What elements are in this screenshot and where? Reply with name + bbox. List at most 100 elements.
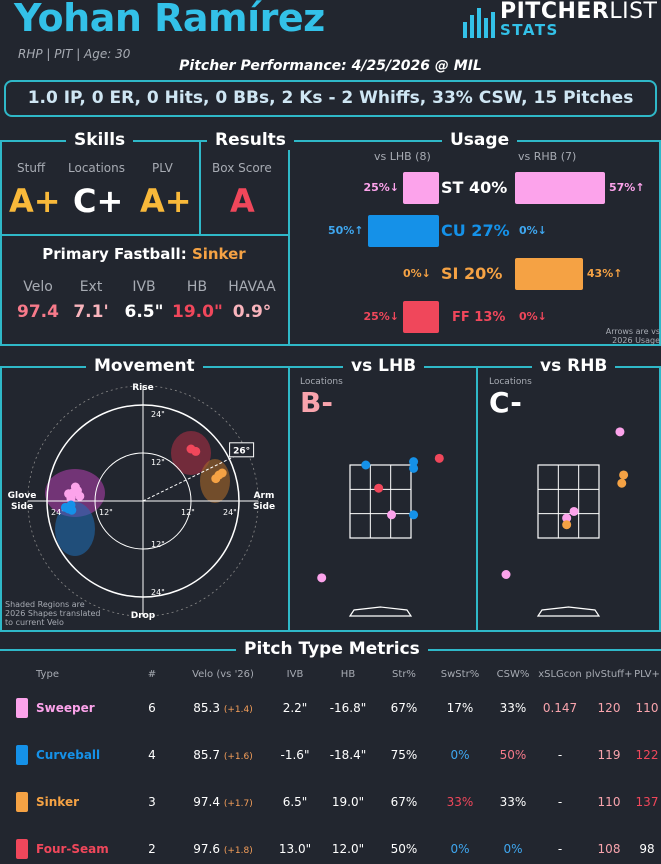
- table-row: Four-Seam 2 97.6 (+1.8) 13.0" 12.0" 50% 0% 0% - 1…: [0, 825, 661, 864]
- stuff-label: Stuff: [17, 161, 46, 175]
- location-point-sweeper: [387, 510, 397, 520]
- usage-pitch-label: FF 13%: [452, 310, 506, 325]
- hb-cell: 19.0": [331, 794, 365, 809]
- velo-cell: 97.4 (+1.7): [193, 794, 253, 809]
- pitch-metrics-table: Type # Velo (vs '26) IVB HB Str% SwStr% CSW% xSL…: [0, 664, 661, 864]
- pitch-name: Four-Seam: [36, 841, 109, 856]
- drop-label: Drop: [131, 611, 156, 621]
- logo-subtitle: STATS: [500, 21, 559, 39]
- movement-point-sinker: [211, 474, 221, 484]
- box-score-grade: A: [230, 182, 255, 220]
- curveball-region: [55, 502, 95, 556]
- table-row: Sinker 3 97.4 (+1.7) 6.5" 19.0" 67% 33% 33% - 110…: [0, 778, 661, 825]
- column-header: CSW%: [496, 668, 530, 680]
- column-header: PLV+: [634, 668, 660, 680]
- arm-angle-line: [142, 456, 234, 502]
- usage-lhb-value: 0%↓: [403, 267, 431, 280]
- divider: [476, 366, 478, 631]
- swstr-cell: 0%: [450, 841, 470, 856]
- ivb-cell: 13.0": [278, 841, 312, 856]
- column-header: HB: [340, 668, 356, 680]
- pitch-count: 3: [148, 794, 156, 809]
- swstr-cell: 17%: [446, 700, 474, 715]
- divider: [0, 140, 661, 142]
- home-plate: [536, 606, 601, 617]
- movement-title: Movement: [86, 356, 203, 376]
- column-header: plvStuff+: [585, 668, 633, 680]
- column-header: Type: [36, 668, 59, 680]
- str-cell: 67%: [390, 700, 418, 715]
- usage-bar-rhb: [515, 258, 583, 290]
- movement-point-sweeper: [70, 482, 80, 492]
- havaa-label: HAVAA: [228, 279, 276, 295]
- location-point-four-seam: [374, 483, 384, 493]
- box-score-label: Box Score: [212, 161, 272, 175]
- swatch-cell: [0, 731, 36, 778]
- plv-cell: 137: [635, 794, 659, 809]
- usage-rhb-value: 57%↑: [609, 181, 645, 194]
- ivb-cell: -1.6": [280, 747, 310, 762]
- divider: [0, 630, 661, 632]
- usage-rhb-value: 0%↓: [519, 224, 547, 237]
- glove-side-label: Glove: [8, 491, 37, 501]
- plvstuff-cell: 110: [597, 794, 621, 809]
- logo-wordmark: PITCHERLIST: [500, 0, 658, 24]
- ring-label: 24": [151, 410, 165, 419]
- usage-note: Arrows are vs 2026 Usage: [605, 327, 660, 345]
- location-point-curveball: [409, 510, 419, 520]
- skills-title: Skills: [66, 130, 134, 150]
- velo-cell: 97.6 (+1.8): [193, 841, 253, 856]
- ivb-cell: 6.5": [282, 794, 308, 809]
- plv-label: PLV: [152, 161, 173, 175]
- usage-bar-rhb: [515, 172, 605, 204]
- ivb-label: IVB: [132, 279, 156, 295]
- usage-bar-lhb: [403, 172, 439, 204]
- strike-zone: [537, 464, 600, 539]
- locations-label: Locations: [68, 161, 126, 175]
- movement-point-four-seam: [191, 446, 201, 456]
- primary-fastball-title: Primary Fastball: Sinker: [42, 245, 246, 263]
- location-point-sinker: [619, 470, 629, 480]
- rise-label: Rise: [132, 383, 153, 393]
- plv-cell: 98: [639, 841, 655, 856]
- divider: [0, 366, 2, 631]
- angle-label: 26°: [233, 446, 250, 456]
- movement-chart: 26° 24" 12" 12" 24" 24" 12" 12" 24" Rise Drop Glove…: [8, 383, 275, 621]
- swatch-cell: [0, 825, 36, 864]
- column-header: Velo (vs '26): [192, 668, 254, 680]
- pitch-color-swatch: [16, 791, 28, 812]
- arm-side-label: Side: [253, 502, 275, 512]
- stuff-grade: A+: [9, 182, 61, 220]
- divider: [0, 234, 290, 236]
- havaa-value: 0.9°: [232, 302, 272, 322]
- location-point-sweeper: [569, 506, 579, 516]
- location-point-sinker: [617, 478, 627, 488]
- column-header: [0, 664, 36, 684]
- pitch-name: Sweeper: [36, 700, 95, 715]
- usage-rhb-value: 0%↓: [519, 310, 547, 323]
- str-cell: 50%: [390, 841, 418, 856]
- location-point-sweeper: [615, 427, 625, 437]
- ivb-cell: 2.2": [282, 700, 308, 715]
- column-header: xSLGcon: [538, 668, 582, 680]
- hb-cell: 12.0": [331, 841, 365, 856]
- location-point-sweeper: [317, 573, 327, 583]
- location-point-curveball: [361, 460, 371, 470]
- lhb-locations-label: Locations: [300, 377, 343, 387]
- vs-rhb-title: vs RHB: [532, 356, 616, 376]
- ring-label: 12": [151, 458, 165, 467]
- table-row: Sweeper 6 85.3 (+1.4) 2.2" -16.8" 67% 17% 33% 0.…: [0, 684, 661, 731]
- swatch-cell: [0, 778, 36, 825]
- usage-bar-lhb: [403, 301, 439, 333]
- location-point-four-seam: [434, 453, 444, 463]
- usage-lhb-value: 50%↑: [327, 224, 364, 237]
- pitch-color-swatch: [16, 744, 28, 765]
- csw-cell: 0%: [503, 841, 523, 856]
- home-plate: [348, 606, 413, 617]
- divider: [659, 140, 661, 345]
- vs-rhb-location-chart: [501, 427, 629, 617]
- usage-pitch-label: SI 20%: [441, 264, 503, 283]
- pitch-name: Sinker: [36, 794, 80, 809]
- ring-label: 24": [151, 588, 165, 597]
- location-point-curveball: [409, 457, 419, 467]
